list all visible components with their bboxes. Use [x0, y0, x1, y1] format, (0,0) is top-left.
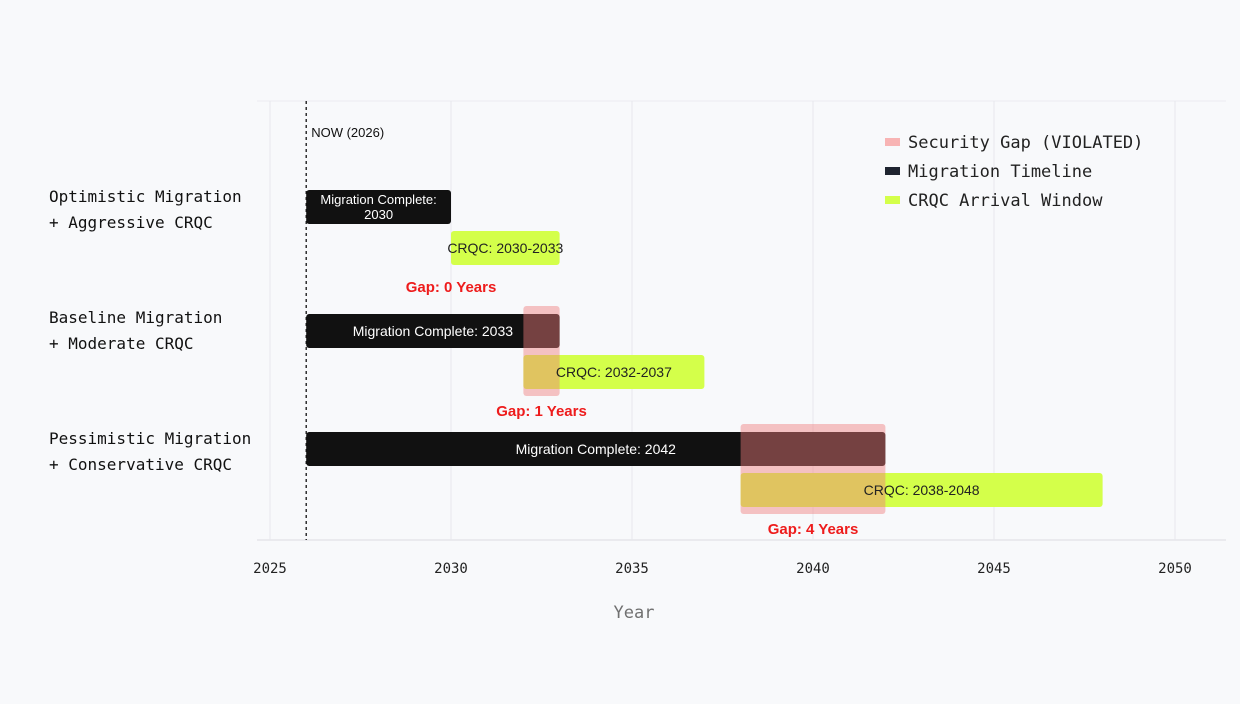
crqc-label: CRQC: 2038-2048 — [864, 482, 980, 498]
gap-label: Gap: 4 Years — [768, 521, 859, 538]
legend-label-gap: Security Gap (VIOLATED) — [908, 133, 1143, 153]
scenario-label: + Moderate CRQC — [49, 334, 194, 353]
migration-bar — [306, 432, 886, 466]
crqc-label: CRQC: 2030-2033 — [447, 240, 563, 256]
scenario-label: + Aggressive CRQC — [49, 213, 213, 232]
legend-swatch-crqc — [885, 196, 900, 204]
x-axis: Year 2025 2030 2035 2040 2045 2050 — [253, 561, 1192, 623]
gap-label: Gap: 0 Years — [406, 279, 497, 296]
legend-swatch-gap — [885, 138, 900, 146]
legend-swatch-migration — [885, 167, 900, 175]
x-axis-label: Year — [614, 603, 655, 623]
scenario-labels: Optimistic Migration + Aggressive CRQC Bas… — [49, 187, 251, 474]
scenario-label: Baseline Migration — [49, 308, 222, 327]
now-marker-label: NOW (2026) — [311, 125, 384, 140]
legend-label-crqc: CRQC Arrival Window — [908, 191, 1103, 211]
migration-label: Migration Complete: 2033 — [353, 323, 514, 339]
migration-label: 2030 — [364, 207, 393, 222]
gap-label: Gap: 1 Years — [496, 403, 587, 420]
crqc-bar — [740, 473, 1103, 507]
legend-label-migration: Migration Timeline — [908, 162, 1092, 182]
grid-lines — [257, 100, 1226, 541]
x-tick-label: 2045 — [977, 561, 1011, 577]
security-gap-region — [740, 424, 886, 514]
migration-bar — [306, 314, 560, 348]
x-tick-label: 2030 — [434, 561, 468, 577]
x-tick-label: 2035 — [615, 561, 649, 577]
security-gap-region — [523, 306, 560, 396]
x-tick-label: 2040 — [796, 561, 830, 577]
crqc-bar — [451, 231, 560, 265]
chart-marks: Migration Complete:2030 CRQC: 2030-2033 Ga… — [305, 101, 1103, 540]
migration-label: Migration Complete: 2042 — [516, 441, 677, 457]
crqc-label: CRQC: 2032-2037 — [556, 364, 672, 380]
migration-label: Migration Complete: — [320, 192, 436, 207]
scenario-label: + Conservative CRQC — [49, 455, 232, 474]
scenario-label: Optimistic Migration — [49, 187, 242, 206]
crqc-bar — [523, 355, 705, 389]
scenario-label: Pessimistic Migration — [49, 429, 251, 448]
x-tick-label: 2025 — [253, 561, 287, 577]
x-tick-label: 2050 — [1158, 561, 1192, 577]
migration-bar — [306, 190, 451, 224]
legend: Security Gap (VIOLATED) Migration Timelin… — [885, 133, 1143, 211]
